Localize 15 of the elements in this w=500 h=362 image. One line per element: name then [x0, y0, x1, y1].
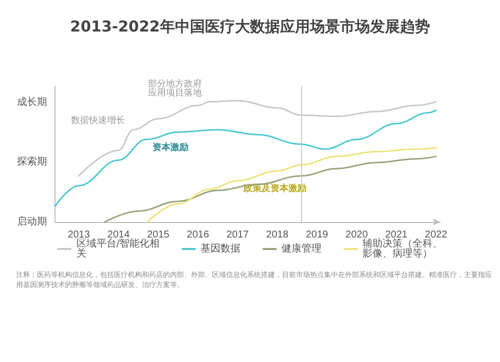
- text: 成长期: [17, 96, 47, 108]
- legend-label: 区域平台/智能化相关: [76, 238, 160, 260]
- x-tick-label: 2017: [226, 230, 250, 240]
- x-tick-label: 2016: [186, 230, 210, 240]
- chart-title: 2013-2022年中国医疗大数据应用场景市场发展趋势: [70, 18, 430, 36]
- annotation: 数据快速增长: [71, 115, 126, 126]
- x-tick-label: 2019: [306, 230, 329, 240]
- legend-label: 基因数据: [200, 242, 241, 254]
- legend-label: 健康管理: [282, 242, 322, 254]
- x-tick-label: 2018: [266, 230, 289, 240]
- legend-label: 辅助决策（全科、影像、病理等）: [362, 238, 443, 260]
- text: 探索期: [17, 156, 47, 168]
- annotation: 资本激励: [152, 142, 188, 153]
- annotation: 部分地方政府应用项目落地: [148, 78, 202, 98]
- text: 启动期: [17, 216, 47, 228]
